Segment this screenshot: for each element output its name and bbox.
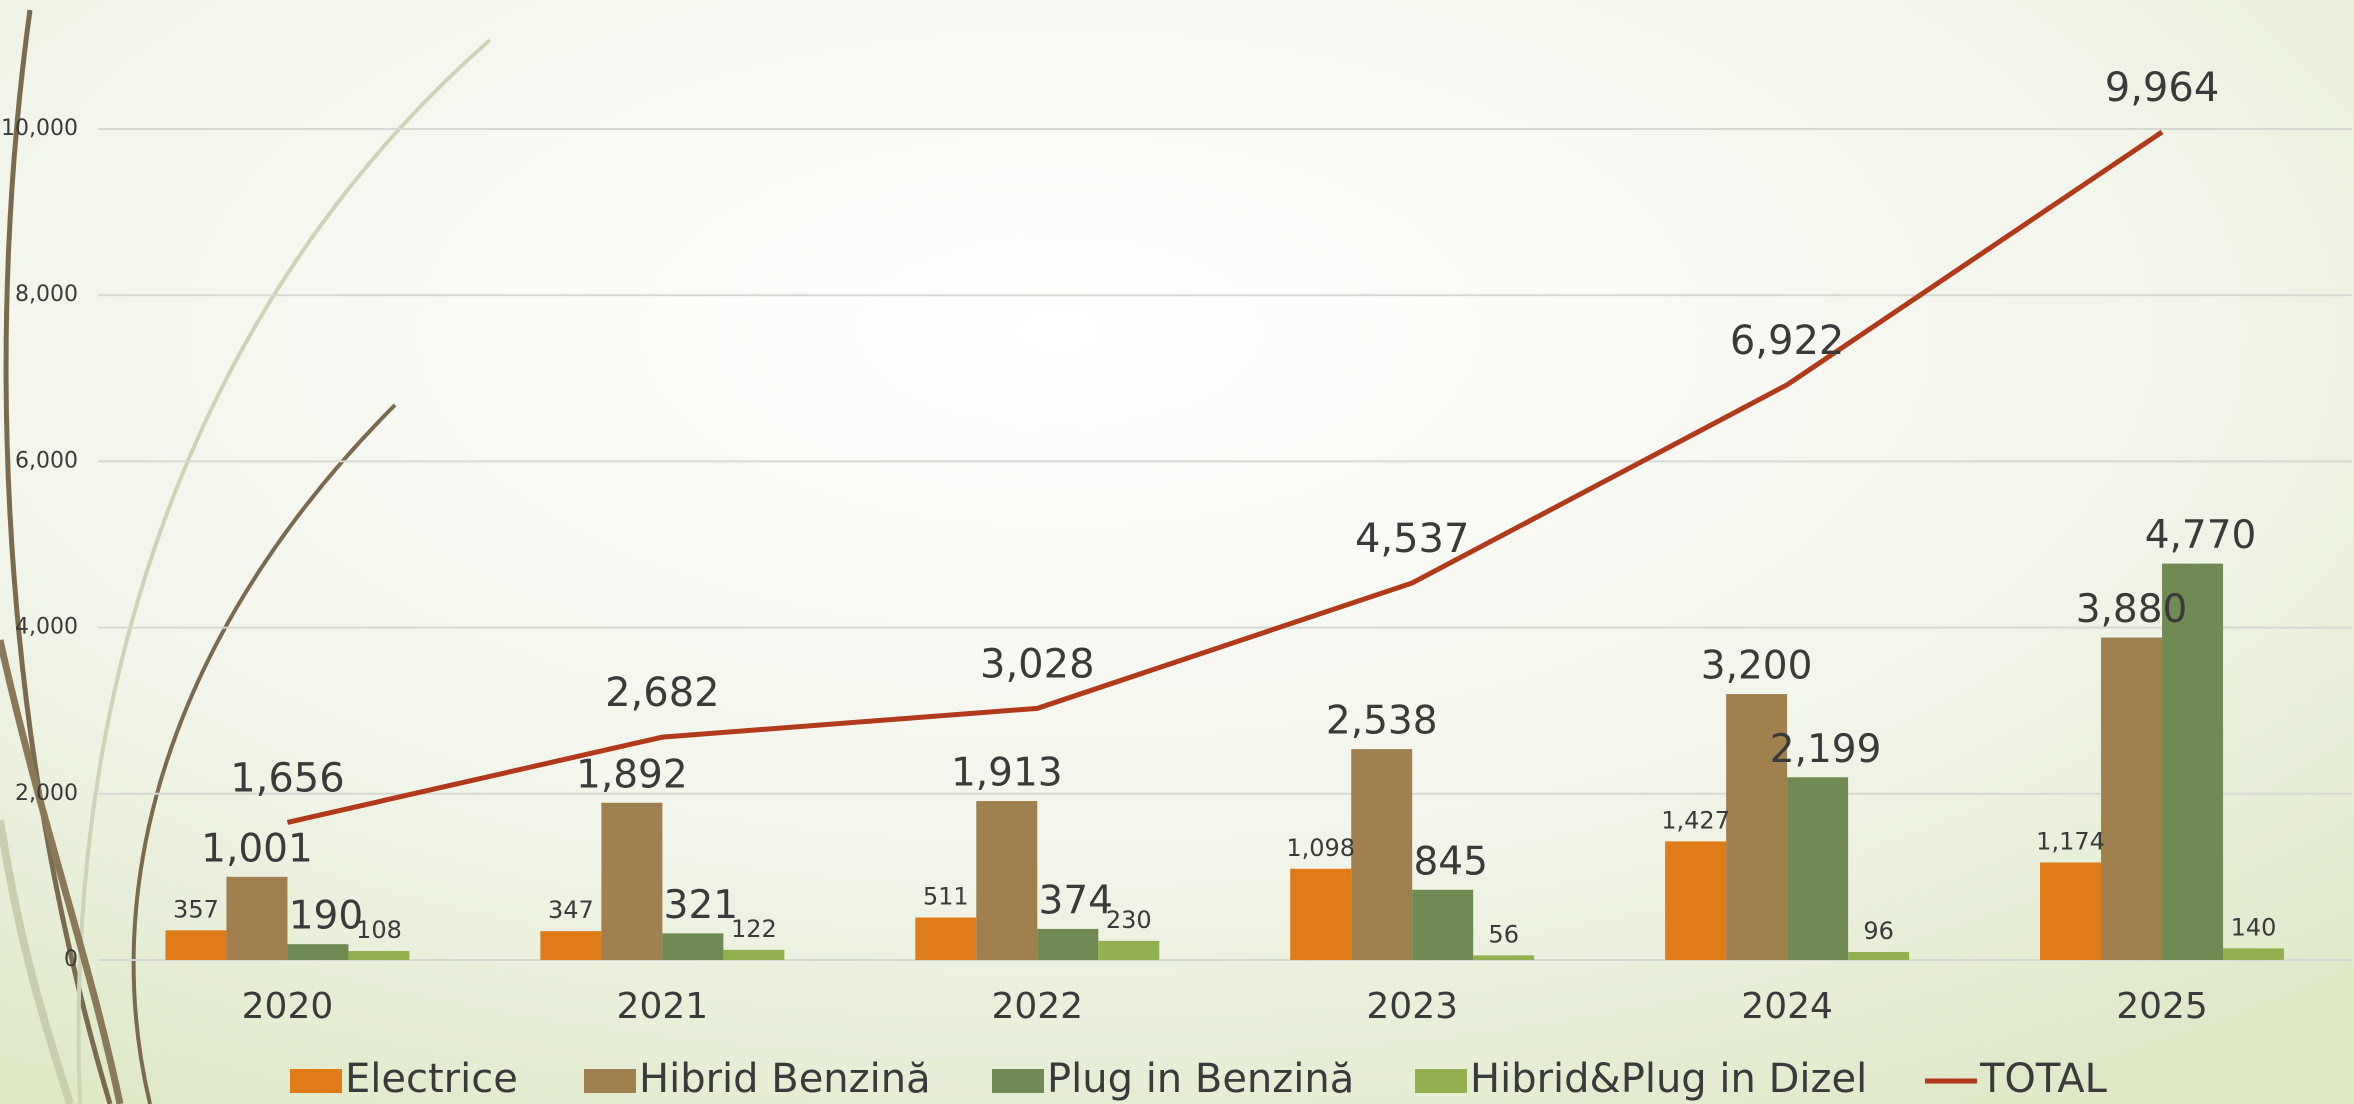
data-label: 1,427: [1661, 806, 1730, 834]
data-label: 2,682: [605, 670, 720, 716]
data-label: 230: [1106, 906, 1152, 934]
data-label: 140: [2231, 913, 2277, 941]
bar: [540, 931, 602, 960]
data-label: 56: [1488, 920, 1519, 948]
bar: [1726, 694, 1788, 960]
data-label: 511: [923, 883, 969, 911]
bar: [2223, 948, 2285, 960]
bar: [1848, 952, 1910, 960]
legend: Electrice Hibrid Benzină Plug in Benzină Hi…: [290, 1056, 2108, 1102]
bar: [1665, 841, 1727, 960]
bar: [287, 944, 349, 960]
data-label: 3,028: [980, 641, 1095, 687]
labels: 2020 2021 2022 2023 2024 2025 357 347 511 1,098 1,…: [173, 65, 2276, 1027]
y-tick-label: 2,000: [15, 781, 78, 806]
x-tick-label: 2020: [242, 986, 334, 1027]
x-tick-label: 2023: [1366, 986, 1458, 1027]
data-label: 108: [356, 916, 402, 944]
data-label: 190: [289, 894, 363, 939]
data-label: 1,656: [230, 755, 345, 801]
data-label: 3,200: [1701, 644, 1813, 689]
data-label: 1,174: [2036, 827, 2105, 855]
bar: [1351, 749, 1413, 960]
data-label: 845: [1413, 839, 1487, 884]
bar: [976, 801, 1038, 960]
y-tick-label: 0: [64, 947, 78, 972]
bar: [226, 876, 288, 960]
x-tick-label: 2022: [991, 986, 1083, 1027]
data-label: 321: [664, 883, 738, 928]
data-label: 1,913: [951, 751, 1063, 796]
bar: [1037, 928, 1099, 960]
bar: [1473, 955, 1535, 960]
x-tick-label: 2021: [617, 986, 709, 1027]
bar: [723, 949, 785, 960]
data-label: 96: [1863, 917, 1894, 945]
data-label: 4,537: [1355, 516, 1470, 562]
data-label: 3,880: [2076, 587, 2188, 632]
bar: [1787, 777, 1849, 960]
data-label: 374: [1039, 878, 1113, 923]
data-label: 1,098: [1286, 834, 1355, 862]
data-label: 9,964: [2105, 65, 2220, 111]
legend-label: Hibrid&Plug in Dizel: [1470, 1056, 1867, 1102]
legend-label: Plug in Benzină: [1047, 1056, 1354, 1102]
legend-swatch: [584, 1069, 636, 1093]
data-label: 1,001: [201, 826, 313, 871]
x-tick-label: 2024: [1741, 986, 1833, 1027]
data-label: 2,199: [1770, 727, 1882, 772]
bar: [662, 933, 724, 960]
bar: [2040, 862, 2102, 960]
bar: [1098, 940, 1160, 960]
data-label: 6,922: [1730, 318, 1845, 364]
data-label: 347: [548, 896, 594, 924]
data-label: 2,538: [1326, 699, 1438, 744]
data-label: 122: [731, 915, 777, 943]
grid: 0 2,000 4,000 6,000 8,000 10,000: [1, 116, 2352, 972]
bar: [348, 951, 410, 960]
legend-swatch: [290, 1069, 342, 1093]
data-label: 1,892: [576, 752, 688, 797]
y-tick-label: 10,000: [1, 116, 78, 141]
x-tick-label: 2025: [2116, 986, 2208, 1027]
bars: [165, 563, 2285, 960]
bar: [915, 917, 977, 960]
legend-swatch: [1415, 1069, 1467, 1093]
bar: [1412, 889, 1474, 960]
y-tick-label: 6,000: [15, 448, 78, 473]
bar: [2162, 563, 2224, 960]
legend-label: TOTAL: [1979, 1056, 2108, 1102]
legend-label: Electrice: [345, 1056, 518, 1102]
legend-swatch: [992, 1069, 1044, 1093]
y-tick-label: 4,000: [15, 615, 78, 640]
bar: [2101, 637, 2163, 960]
bar: [601, 802, 663, 960]
y-tick-label: 8,000: [15, 282, 78, 307]
data-label: 357: [173, 895, 219, 923]
line: [286, 129, 2164, 825]
bar: [1290, 868, 1352, 960]
data-label: 4,770: [2145, 513, 2257, 558]
legend-label: Hibrid Benzină: [639, 1056, 931, 1102]
bar: [165, 930, 227, 960]
